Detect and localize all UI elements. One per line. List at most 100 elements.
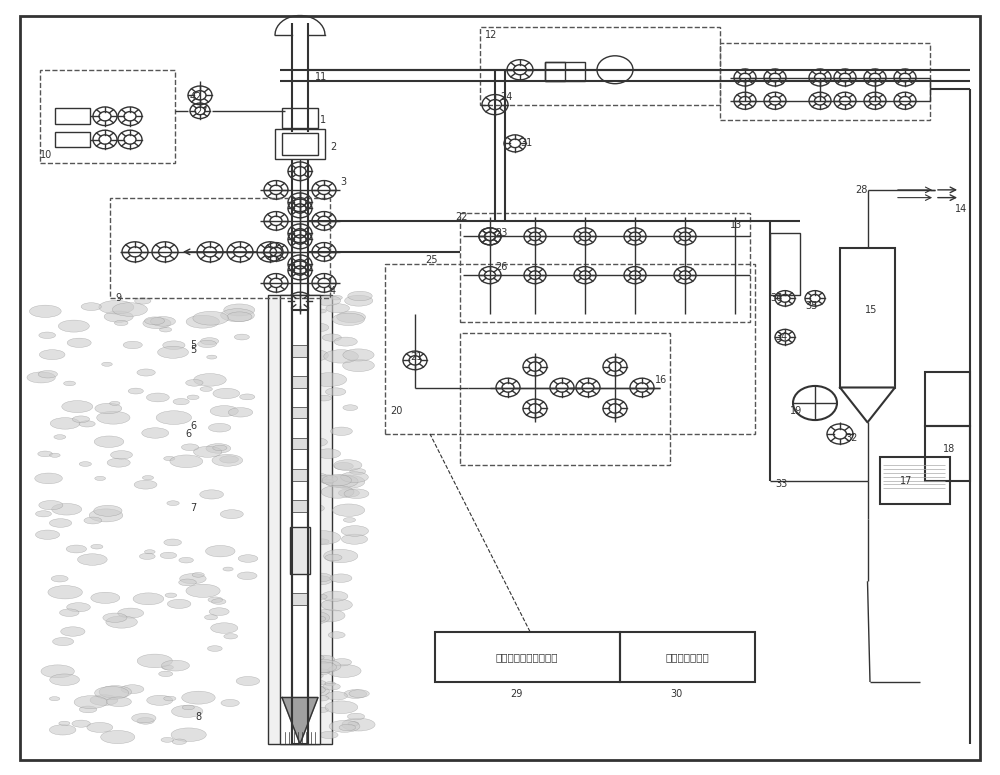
Ellipse shape	[39, 501, 63, 510]
Text: 42: 42	[190, 92, 202, 102]
Ellipse shape	[172, 705, 203, 718]
Bar	[292, 531, 308, 542]
Bar	[880, 457, 950, 504]
Ellipse shape	[207, 646, 222, 652]
Bar	[290, 527, 310, 574]
Ellipse shape	[310, 673, 323, 678]
Ellipse shape	[303, 686, 325, 694]
Ellipse shape	[186, 584, 220, 598]
Ellipse shape	[311, 373, 347, 387]
Ellipse shape	[62, 401, 93, 412]
Ellipse shape	[89, 509, 123, 522]
Bar	[840, 248, 895, 388]
Ellipse shape	[121, 684, 144, 694]
Ellipse shape	[39, 350, 65, 360]
Ellipse shape	[72, 416, 90, 422]
Bar	[55, 109, 90, 124]
Ellipse shape	[87, 722, 113, 732]
Ellipse shape	[322, 479, 334, 484]
Ellipse shape	[304, 505, 324, 512]
Ellipse shape	[312, 609, 345, 622]
Bar	[292, 562, 308, 574]
Ellipse shape	[315, 295, 341, 305]
Ellipse shape	[303, 686, 329, 697]
Ellipse shape	[135, 298, 151, 304]
Ellipse shape	[147, 695, 173, 705]
Ellipse shape	[212, 599, 226, 604]
Bar	[275, 129, 325, 159]
Ellipse shape	[107, 458, 130, 467]
Ellipse shape	[27, 372, 55, 383]
Ellipse shape	[194, 446, 222, 457]
Text: 11: 11	[315, 73, 327, 82]
Bar	[282, 133, 318, 155]
Ellipse shape	[212, 454, 243, 467]
Ellipse shape	[211, 623, 238, 633]
Ellipse shape	[316, 539, 329, 544]
Ellipse shape	[74, 696, 107, 708]
Ellipse shape	[112, 303, 147, 316]
Ellipse shape	[156, 411, 192, 425]
Ellipse shape	[343, 349, 374, 361]
Ellipse shape	[309, 573, 332, 582]
Ellipse shape	[344, 489, 369, 498]
Bar	[292, 500, 308, 512]
Ellipse shape	[79, 421, 95, 427]
Text: 21: 21	[410, 352, 422, 361]
Ellipse shape	[330, 475, 365, 488]
Bar	[292, 407, 308, 418]
Text: 17: 17	[900, 476, 912, 485]
Ellipse shape	[72, 720, 90, 727]
Text: 24: 24	[500, 92, 512, 102]
Ellipse shape	[326, 304, 349, 313]
Text: 20: 20	[390, 406, 402, 415]
Ellipse shape	[305, 531, 316, 536]
Ellipse shape	[106, 697, 131, 707]
Ellipse shape	[341, 525, 369, 536]
Text: 精细控压自动控制系统: 精细控压自动控制系统	[496, 653, 558, 662]
Ellipse shape	[186, 380, 203, 386]
Ellipse shape	[208, 597, 223, 603]
Bar	[40, 70, 175, 163]
Ellipse shape	[101, 731, 135, 744]
Ellipse shape	[305, 531, 341, 545]
Ellipse shape	[159, 671, 173, 677]
Ellipse shape	[213, 445, 227, 451]
Ellipse shape	[322, 334, 341, 341]
Ellipse shape	[67, 603, 90, 611]
Bar	[435, 632, 620, 682]
Ellipse shape	[329, 721, 360, 732]
Bar	[925, 426, 970, 480]
Text: 22: 22	[455, 212, 468, 222]
Ellipse shape	[160, 553, 177, 559]
Ellipse shape	[333, 504, 365, 516]
Text: 34: 34	[775, 332, 787, 342]
Ellipse shape	[322, 474, 352, 486]
Ellipse shape	[59, 722, 70, 725]
Ellipse shape	[142, 476, 154, 480]
Ellipse shape	[315, 680, 326, 684]
Ellipse shape	[50, 674, 79, 686]
Text: 水力学计算软件: 水力学计算软件	[665, 653, 709, 662]
Ellipse shape	[78, 554, 107, 565]
Ellipse shape	[210, 405, 238, 416]
Ellipse shape	[194, 374, 226, 386]
Ellipse shape	[344, 690, 367, 698]
Ellipse shape	[313, 655, 335, 663]
Ellipse shape	[313, 656, 324, 660]
Ellipse shape	[38, 451, 52, 456]
Text: 14: 14	[955, 205, 967, 214]
Ellipse shape	[345, 295, 373, 306]
Ellipse shape	[208, 423, 231, 432]
Bar	[545, 62, 565, 81]
Ellipse shape	[144, 549, 155, 554]
Ellipse shape	[180, 574, 206, 584]
Ellipse shape	[326, 691, 347, 700]
Ellipse shape	[237, 572, 257, 580]
Ellipse shape	[133, 593, 164, 604]
Ellipse shape	[94, 505, 122, 516]
Ellipse shape	[139, 553, 155, 560]
Ellipse shape	[200, 387, 212, 391]
Ellipse shape	[337, 312, 366, 322]
Ellipse shape	[58, 320, 89, 332]
